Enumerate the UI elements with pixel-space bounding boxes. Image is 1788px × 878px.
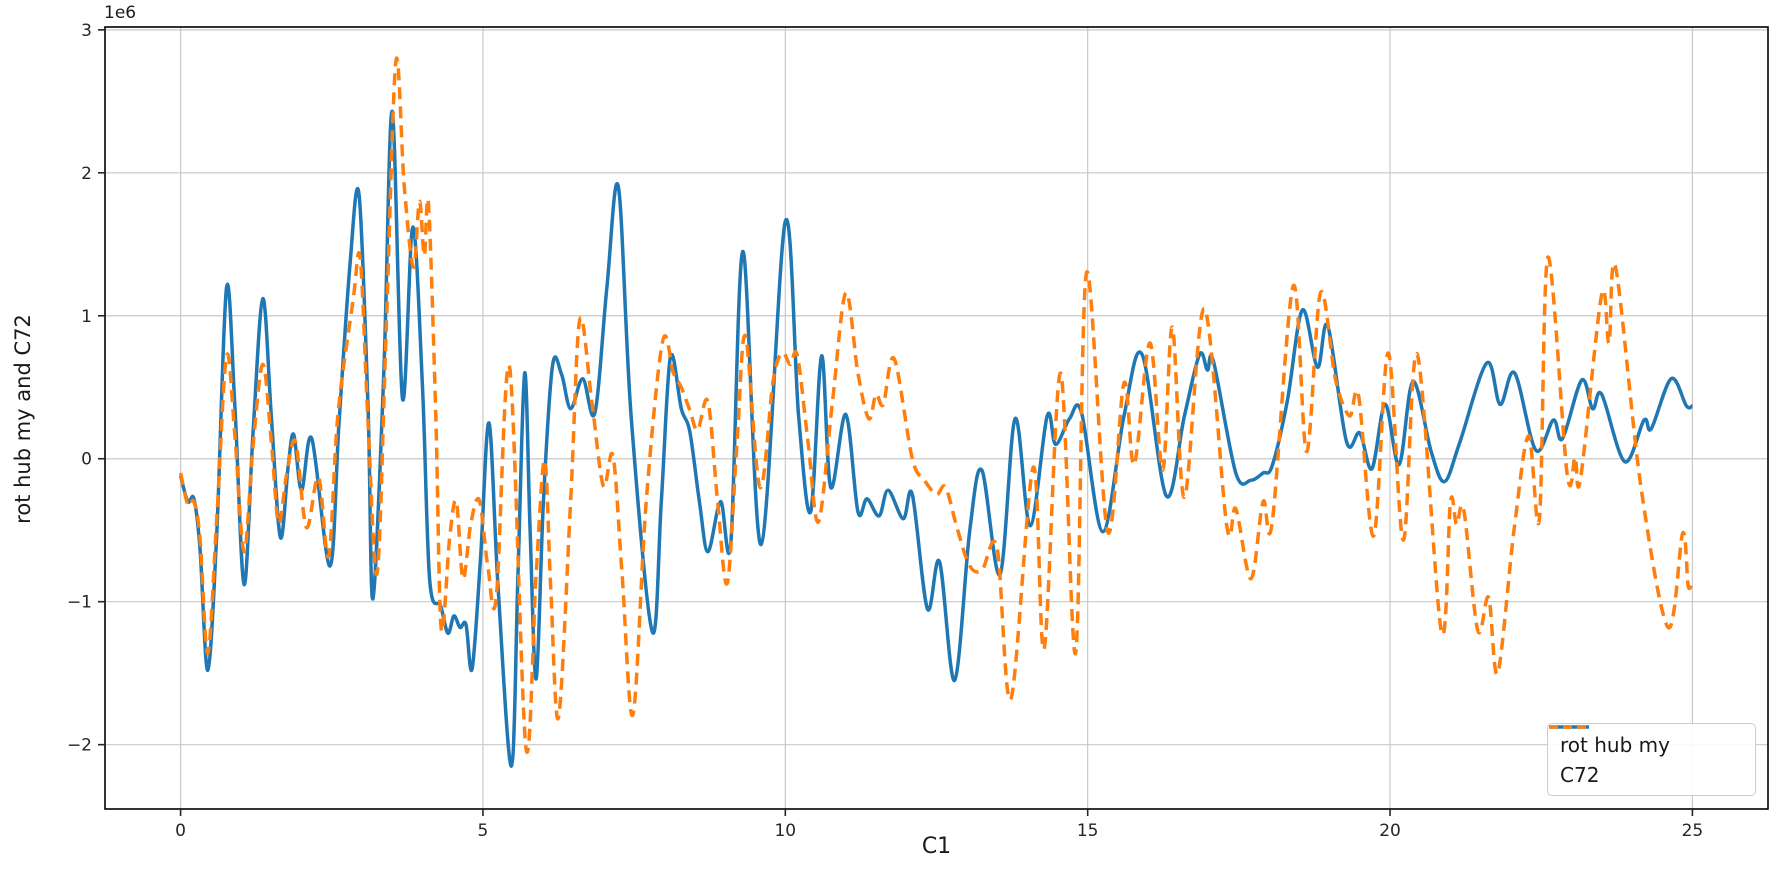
y-axis-offset-text: 1e6	[104, 3, 137, 23]
ticks: 0 5 10 15 20 25 −2 −1 0 1 2 3	[67, 21, 1703, 841]
y-tick-label: 0	[81, 450, 92, 470]
x-axis-label: C1	[921, 834, 952, 859]
x-tick-label: 20	[1379, 821, 1401, 841]
legend-line-dashed-icon	[1549, 725, 1589, 729]
legend-label: rot hub my	[1560, 733, 1670, 757]
y-tick-label: −2	[67, 736, 92, 756]
x-tick-label: 0	[175, 821, 186, 841]
legend-item-c72: C72	[1549, 725, 1755, 790]
series-lines	[178, 56, 1695, 768]
x-tick-label: 5	[478, 821, 489, 841]
x-tick-label: 15	[1077, 821, 1099, 841]
legend-item-rot-hub-my: rot hub my	[1549, 725, 1755, 760]
x-tick-label: 10	[774, 821, 796, 841]
y-tick-label: 3	[81, 21, 92, 41]
y-tick-label: 1	[81, 307, 92, 327]
y-axis-label: rot hub my and C72	[11, 314, 35, 524]
series-line-c72	[178, 56, 1695, 754]
grid	[105, 27, 1768, 809]
axes-spines	[104, 26, 1769, 810]
y-tick-label: 2	[81, 164, 92, 184]
legend: rot hub my C72	[1547, 723, 1756, 796]
legend-label: C72	[1560, 763, 1600, 787]
y-tick-label: −1	[67, 593, 92, 613]
x-tick-label: 25	[1682, 821, 1704, 841]
